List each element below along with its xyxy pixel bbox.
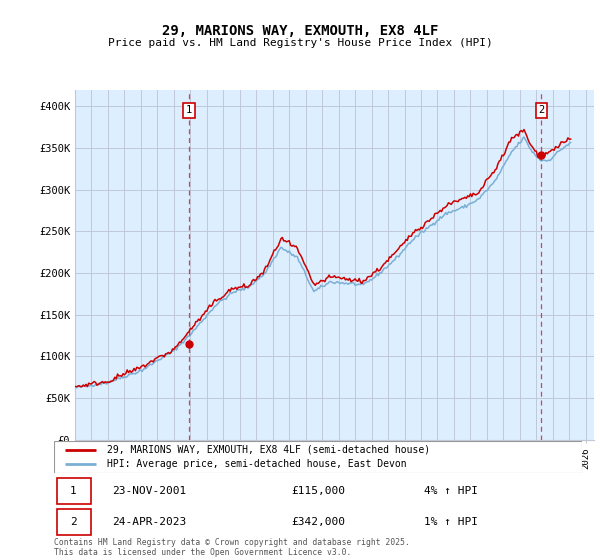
Text: £342,000: £342,000 (292, 517, 346, 527)
Text: 2: 2 (70, 517, 77, 527)
Text: HPI: Average price, semi-detached house, East Devon: HPI: Average price, semi-detached house,… (107, 459, 406, 469)
Bar (56, 509, 91, 535)
Text: £115,000: £115,000 (292, 487, 346, 496)
Text: 23-NOV-2001: 23-NOV-2001 (112, 487, 187, 496)
Text: 29, MARIONS WAY, EXMOUTH, EX8 4LF: 29, MARIONS WAY, EXMOUTH, EX8 4LF (162, 24, 438, 38)
Text: 1: 1 (70, 487, 77, 496)
Bar (56, 478, 91, 505)
Text: 1% ↑ HPI: 1% ↑ HPI (424, 517, 478, 527)
Text: Contains HM Land Registry data © Crown copyright and database right 2025.
This d: Contains HM Land Registry data © Crown c… (54, 538, 410, 557)
Text: 4% ↑ HPI: 4% ↑ HPI (424, 487, 478, 496)
Text: Price paid vs. HM Land Registry's House Price Index (HPI): Price paid vs. HM Land Registry's House … (107, 38, 493, 48)
Text: 2: 2 (538, 105, 544, 115)
Text: 29, MARIONS WAY, EXMOUTH, EX8 4LF (semi-detached house): 29, MARIONS WAY, EXMOUTH, EX8 4LF (semi-… (107, 445, 430, 455)
Text: 24-APR-2023: 24-APR-2023 (112, 517, 187, 527)
Text: 1: 1 (186, 105, 192, 115)
